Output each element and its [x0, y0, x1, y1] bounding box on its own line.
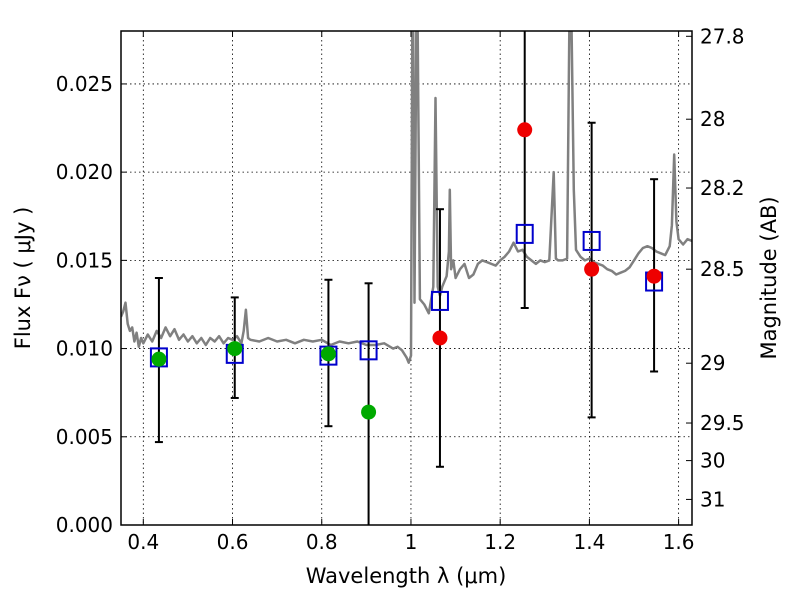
right-tick-label: 28.2 [700, 176, 745, 200]
right-tick-label: 29.5 [700, 411, 745, 435]
x-tick-label: 1.6 [663, 530, 695, 554]
green-data-point [151, 351, 167, 367]
red-data-point [432, 330, 448, 346]
y-axis-label: Flux Fν ( μJy ) [11, 207, 35, 350]
green-data-point [320, 346, 336, 362]
x-axis-label: Wavelength λ (μm) [306, 564, 507, 588]
axis-ticks: 0.4 0.6 0.8 1 1.2 1.4 1.6 0.000 0.005 0.010 0.015 0… [56, 24, 745, 554]
x-tick-label: 1.2 [484, 530, 516, 554]
y-tick-label: 0.020 [56, 160, 113, 184]
red-data-point [646, 268, 662, 284]
right-tick-label: 28.5 [700, 257, 745, 281]
model-square-point [582, 230, 601, 251]
right-axis-label: Magnitude (AB) [757, 196, 781, 359]
y-tick-label: 0.015 [56, 248, 113, 272]
y-tick-label: 0.025 [56, 72, 113, 96]
x-tick-label: 1.4 [573, 530, 605, 554]
model-square-point [515, 223, 534, 244]
y-tick-label: 0.005 [56, 425, 113, 449]
model-square-point [430, 290, 449, 311]
red-data-point [584, 261, 600, 277]
y-tick-label: 0.000 [56, 513, 113, 537]
right-tick-label: 28 [700, 107, 725, 131]
right-tick-label: 27.8 [700, 24, 745, 48]
x-tick-label: 0.8 [306, 530, 338, 554]
model-square-point [359, 340, 378, 361]
x-tick-label: 0.6 [217, 530, 249, 554]
green-data-point [361, 404, 377, 420]
x-tick-label: 1 [405, 530, 418, 554]
red-data-point [517, 122, 533, 138]
green-data-point [227, 341, 243, 357]
grid [121, 31, 692, 526]
y-tick-label: 0.010 [56, 337, 113, 361]
right-tick-label: 30 [700, 449, 725, 473]
spectrum-line [121, 31, 692, 364]
plot-frame [120, 30, 693, 526]
plot-area [121, 31, 692, 525]
x-tick-label: 0.4 [127, 530, 159, 554]
right-tick-label: 29 [700, 351, 725, 375]
right-tick-label: 31 [700, 487, 725, 511]
